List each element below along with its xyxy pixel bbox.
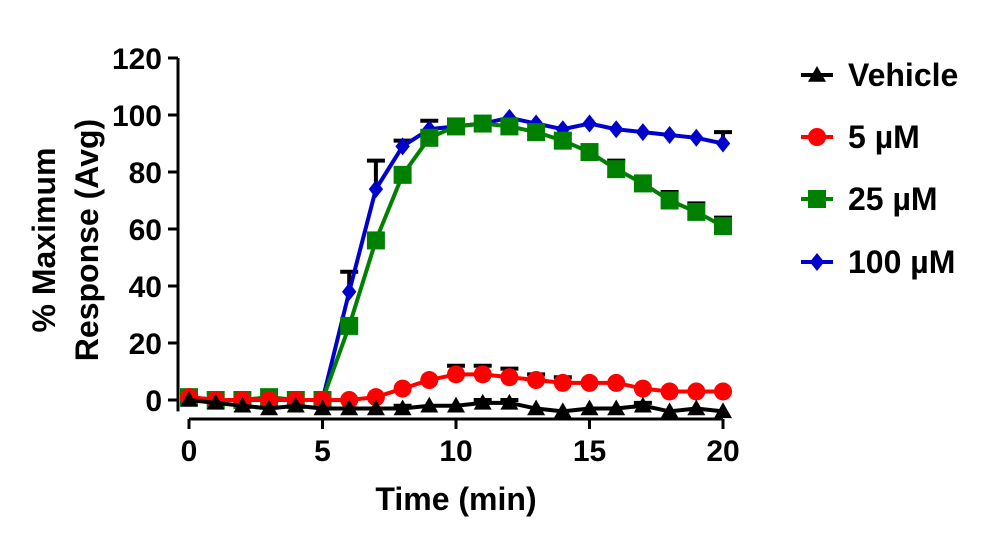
- data-point: [500, 368, 519, 387]
- data-point: [500, 393, 519, 410]
- data-point: [527, 371, 546, 390]
- data-point: [395, 137, 410, 156]
- data-point: [393, 379, 412, 398]
- data-point: [580, 399, 599, 416]
- data-point: [420, 128, 439, 147]
- data-point: [447, 365, 465, 384]
- data-point: [607, 373, 626, 392]
- data-point: [633, 379, 652, 398]
- data-point: [555, 120, 570, 139]
- legend-marker: [808, 128, 826, 146]
- data-point: [715, 134, 731, 153]
- data-point: [633, 396, 652, 413]
- series-5-m: [180, 363, 732, 409]
- data-point: [527, 123, 546, 142]
- data-point: [206, 393, 225, 410]
- data-point: [420, 371, 439, 390]
- y-tick-label: 120: [112, 43, 162, 76]
- y-tick-label: 40: [129, 271, 162, 304]
- data-point: [366, 399, 385, 416]
- data-point: [607, 160, 626, 179]
- data-point: [473, 365, 492, 384]
- legend-label: 25 µM: [848, 181, 938, 217]
- data-point: [580, 143, 599, 162]
- series-line: [188, 115, 724, 402]
- x-axis: 0 5 10 15 20: [181, 417, 740, 468]
- data-point: [660, 382, 679, 401]
- x-tick-label: 15: [573, 435, 606, 468]
- y-tick-label: 80: [129, 157, 162, 190]
- legend-marker: [808, 66, 826, 82]
- data-point: [473, 393, 492, 410]
- data-point: [580, 373, 599, 392]
- legend-marker: [808, 190, 826, 208]
- data-point: [714, 402, 732, 419]
- series-layer: [180, 108, 732, 419]
- data-point: [662, 125, 677, 144]
- data-point: [340, 316, 359, 335]
- data-point: [180, 391, 198, 407]
- data-point: [366, 231, 385, 250]
- legend-label: 5 µM: [848, 119, 920, 155]
- x-tick-label: 20: [706, 435, 739, 468]
- data-point: [553, 402, 572, 419]
- y-tick-label: 0: [145, 385, 162, 418]
- data-point: [340, 399, 359, 416]
- legend-item: 25 µM: [801, 181, 938, 217]
- data-point: [714, 382, 732, 401]
- legend: Vehicle 5 µM 25 µM 100 µM: [801, 57, 958, 280]
- data-point: [687, 399, 706, 416]
- legend-label: Vehicle: [848, 57, 958, 93]
- data-point: [286, 396, 305, 413]
- y-axis-title-line-2: Response (Avg): [69, 119, 105, 361]
- data-point: [260, 399, 279, 416]
- data-point: [342, 282, 357, 301]
- y-tick-label: 20: [129, 328, 162, 361]
- y-axis-title-line-1: % Maximum: [26, 148, 62, 333]
- data-point: [687, 382, 706, 401]
- data-point: [582, 114, 597, 133]
- y-tick-label: 60: [129, 214, 162, 247]
- data-point: [660, 191, 679, 210]
- x-tick-label: 0: [181, 435, 198, 468]
- data-point: [660, 402, 679, 419]
- data-point: [689, 128, 704, 147]
- series-line: [188, 121, 724, 402]
- data-point: [473, 114, 492, 133]
- data-point: [687, 202, 706, 221]
- legend-marker: [809, 253, 825, 271]
- x-axis-title: Time (min): [375, 481, 536, 517]
- y-axis: 0 20 40 60 80 100 120: [112, 43, 180, 418]
- data-point: [500, 117, 519, 136]
- series-vehicle: [180, 391, 732, 419]
- legend-item: Vehicle: [801, 57, 958, 93]
- data-point: [313, 399, 332, 416]
- y-tick-label: 100: [112, 100, 162, 133]
- data-point: [635, 123, 651, 142]
- data-point: [553, 131, 572, 150]
- data-point: [633, 174, 652, 193]
- data-point: [233, 396, 252, 413]
- legend-label: 100 µM: [848, 244, 955, 280]
- data-point: [553, 373, 572, 392]
- legend-item: 5 µM: [801, 119, 920, 155]
- data-point: [393, 165, 412, 184]
- data-point: [393, 399, 412, 416]
- data-point: [714, 217, 732, 236]
- data-point: [368, 180, 384, 199]
- data-point: [447, 117, 465, 136]
- x-tick-label: 10: [439, 435, 472, 468]
- x-tick-label: 5: [314, 435, 331, 468]
- data-point: [527, 399, 546, 416]
- legend-item: 100 µM: [801, 244, 955, 280]
- data-point: [420, 396, 439, 413]
- data-point: [447, 396, 465, 413]
- data-point: [609, 120, 624, 139]
- data-point: [366, 388, 385, 407]
- data-point: [607, 399, 626, 416]
